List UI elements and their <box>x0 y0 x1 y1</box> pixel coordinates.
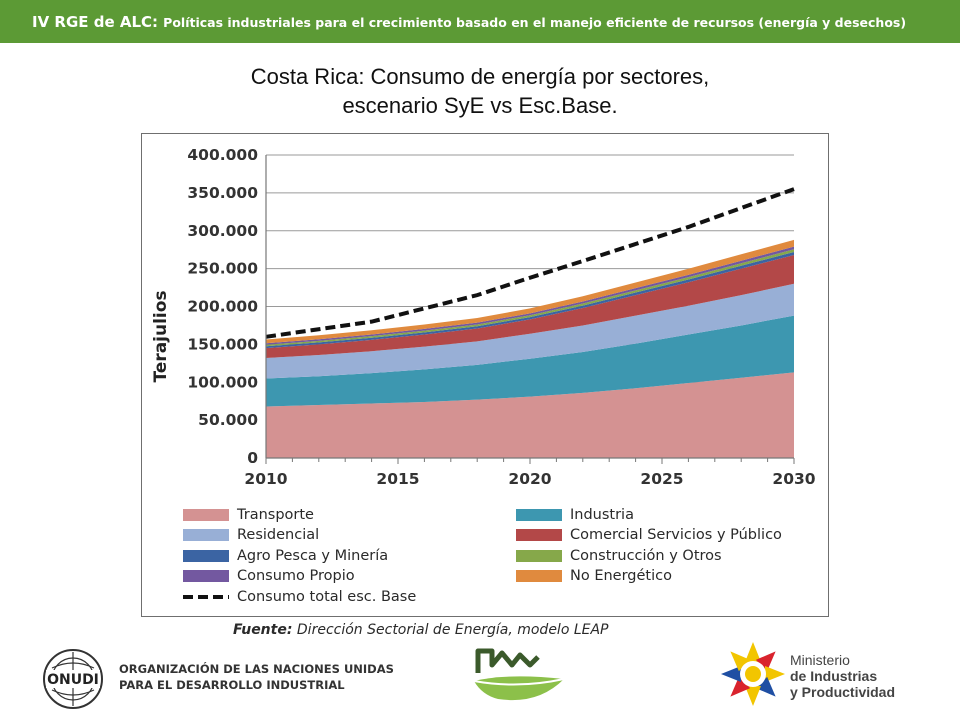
legend-swatch <box>516 529 562 541</box>
chart-frame: 0 50.000 100.000 150.000 200.000 250.000 300.0… <box>141 133 829 617</box>
area-comercial-servicios-y-publico <box>266 254 794 359</box>
chart-legend: Transporte Industria Residencial Comercial … <box>183 504 823 608</box>
legend-item-construccion-y-otros: Construcción y Otros <box>516 545 722 566</box>
legend-label: Comercial Servicios y Público <box>570 527 782 543</box>
onudi-logo-text: ONUDI <box>47 672 99 688</box>
x-tick-label: 2015 <box>376 470 419 488</box>
y-tick-label: 300.000 <box>187 222 258 240</box>
legend-item-residencial: Residencial <box>183 525 319 546</box>
legend-swatch <box>516 508 562 521</box>
legend-item-agro-pesca-y-mineria: Agro Pesca y Minería <box>183 545 388 566</box>
area-transporte <box>266 372 794 458</box>
y-tick-label: 350.000 <box>187 184 258 202</box>
legend-swatch <box>516 549 562 562</box>
header-title: IV RGE de ALC: <box>32 13 159 31</box>
x-tick-label: 2030 <box>772 470 815 488</box>
legend-swatch <box>183 549 229 562</box>
y-tick-label: 150.000 <box>187 335 258 353</box>
area-residencial <box>266 283 794 379</box>
x-tick-label: 2020 <box>508 470 551 488</box>
ministry-sun-emblem-icon <box>721 642 785 706</box>
legend-item-transporte: Transporte <box>183 504 314 525</box>
energy-consumption-chart: 0 50.000 100.000 150.000 200.000 250.000 300.0… <box>151 146 816 488</box>
source-text: Dirección Sectorial de Energía, modelo L… <box>296 622 609 638</box>
slide-title-line-2: escenario SyE vs Esc.Base. <box>342 93 618 118</box>
y-tick-label: 200.000 <box>187 298 258 316</box>
onudi-emblem-icon: ONUDI <box>43 649 103 709</box>
legend-swatch <box>516 570 562 582</box>
legend-label: Consumo total esc. Base <box>237 588 417 605</box>
ministry-name: Ministerio de Industrias y Productividad <box>790 652 895 700</box>
legend-label: Construcción y Otros <box>570 547 722 564</box>
source-note: Fuente: Dirección Sectorial de Energía, … <box>233 622 609 638</box>
legend-swatch <box>183 570 229 582</box>
onudi-name: ORGANIZACIÓN DE LAS NACIONES UNIDAS PARA… <box>119 661 394 693</box>
slide-title: Costa Rica: Consumo de energía por secto… <box>0 62 960 120</box>
y-tick-label: 250.000 <box>187 260 258 278</box>
legend-label: Agro Pesca y Minería <box>237 547 389 564</box>
y-tick-label: 400.000 <box>187 146 258 164</box>
header-subtitle: Políticas industriales para el crecimien… <box>163 15 907 30</box>
legend-label: Residencial <box>237 527 320 543</box>
legend-dash-swatch <box>183 594 229 599</box>
leaf-logo-icon <box>473 648 565 701</box>
legend-label: No Energético <box>570 568 672 584</box>
legend-item-consumo-total-esc-base: Consumo total esc. Base <box>183 586 416 607</box>
y-tick-label: 100.000 <box>187 373 258 391</box>
legend-item-no-energetico: No Energético <box>516 566 672 587</box>
y-tick-label: 0 <box>247 449 258 467</box>
ministry-line-2: de Industrias <box>790 668 878 684</box>
legend-swatch <box>183 529 229 541</box>
legend-item-comercial-servicios-y-publico: Comercial Servicios y Público <box>516 525 782 546</box>
area-industria <box>266 315 794 407</box>
legend-item-consumo-propio: Consumo Propio <box>183 566 355 587</box>
line-consumo-total-esc-base <box>265 187 795 339</box>
x-tick-label: 2025 <box>640 470 683 488</box>
ministry-line-3: y Productividad <box>790 684 896 700</box>
ministry-line-1: Ministerio <box>790 652 850 668</box>
header-bar: IV RGE de ALC: Políticas industriales pa… <box>0 0 960 43</box>
slide-title-line-1: Costa Rica: Consumo de energía por secto… <box>250 64 710 89</box>
legend-item-industria: Industria <box>516 504 634 525</box>
legend-label: Consumo Propio <box>237 568 355 584</box>
y-axis-title: Terajulios <box>151 290 171 382</box>
source-label: Fuente: <box>233 622 293 638</box>
onudi-line-2: PARA EL DESARROLLO INDUSTRIAL <box>119 678 345 692</box>
onudi-line-1: ORGANIZACIÓN DE LAS NACIONES UNIDAS <box>119 662 394 676</box>
x-tick-label: 2010 <box>244 470 287 488</box>
legend-label: Industria <box>570 506 634 523</box>
legend-label: Transporte <box>237 506 314 523</box>
legend-swatch <box>183 508 229 521</box>
y-tick-label: 50.000 <box>198 411 258 429</box>
header-text: IV RGE de ALC: Políticas industriales pa… <box>32 12 906 31</box>
